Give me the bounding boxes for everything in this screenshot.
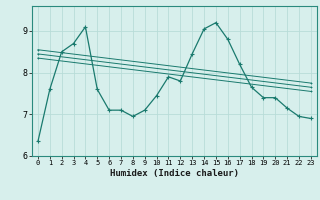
X-axis label: Humidex (Indice chaleur): Humidex (Indice chaleur) [110,169,239,178]
